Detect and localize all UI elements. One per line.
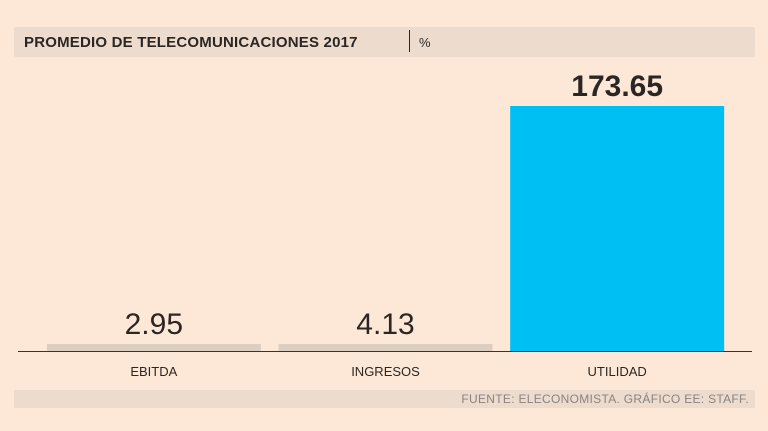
value-label-ebitda: 2.95	[125, 308, 183, 341]
source-credit: FUENTE: ELECONOMISTA. GRÁFICO EE: STAFF.	[461, 392, 749, 406]
chart-header: PROMEDIO DE TELECOMUNICACIONES 2017 %	[14, 27, 755, 57]
category-label-ebitda: EBITDA	[130, 364, 177, 379]
category-label-utilidad: UTILIDAD	[588, 364, 647, 379]
chart-title: PROMEDIO DE TELECOMUNICACIONES 2017	[24, 34, 358, 51]
category-label-ingresos: INGRESOS	[351, 364, 420, 379]
title-separator	[409, 30, 410, 52]
chart-footer: FUENTE: ELECONOMISTA. GRÁFICO EE: STAFF.	[14, 390, 755, 408]
bar-ebitda	[46, 344, 261, 351]
value-label-utilidad: 173.65	[571, 70, 663, 103]
labels-group: 2.95 EBITDA 4.13 INGRESOS 173.65 UTILIDAD	[125, 70, 663, 379]
bar-ingresos	[278, 344, 493, 351]
bars-group	[46, 106, 725, 351]
unit-label: %	[419, 35, 431, 50]
bar-utilidad	[510, 106, 725, 351]
value-label-ingresos: 4.13	[356, 308, 414, 341]
